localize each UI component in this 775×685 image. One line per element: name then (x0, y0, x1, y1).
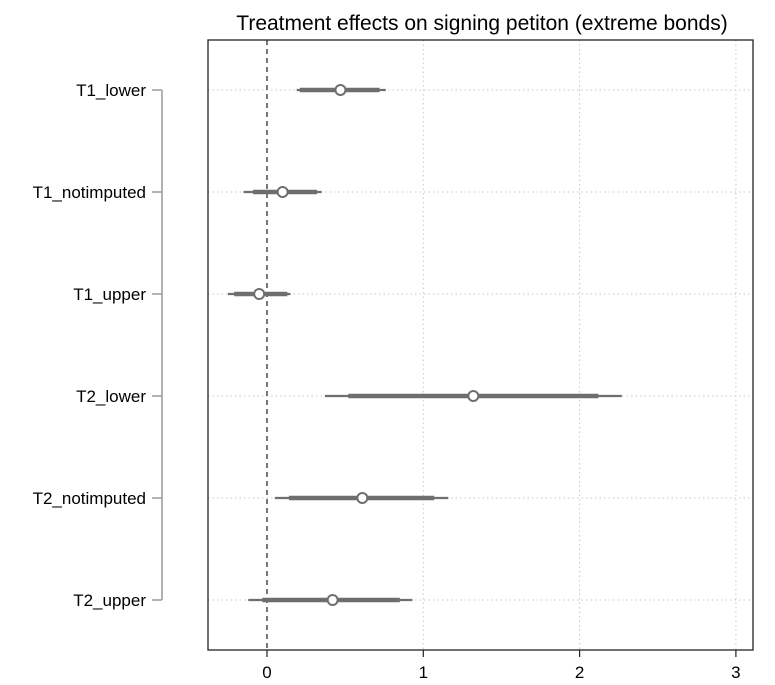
point-estimate-marker (356, 492, 369, 504)
point-estimate-marker (326, 594, 339, 606)
x-axis-ticks: 0 1 2 3 (262, 650, 741, 682)
x-tick-label: 2 (575, 663, 584, 682)
category-label: T1_upper (73, 285, 146, 304)
category-labels: T1_lower T1_notimputed T1_upper T2_lower T2_… (33, 81, 147, 610)
point-estimate-marker (276, 186, 289, 198)
grid-layer (208, 40, 753, 650)
category-label: T1_notimputed (33, 183, 146, 202)
plot-frame (207, 39, 754, 651)
category-label: T2_notimputed (33, 489, 146, 508)
x-tick-label: 1 (419, 663, 428, 682)
chart-title: Treatment effects on signing petiton (ex… (236, 12, 727, 35)
category-bracket (152, 89, 163, 601)
x-tick-label: 0 (262, 663, 271, 682)
category-label: T2_upper (73, 591, 146, 610)
point-estimate-marker (253, 288, 266, 300)
estimate-marks (227, 84, 622, 606)
point-estimate-marker (334, 84, 347, 96)
category-label: T2_lower (76, 387, 146, 406)
x-tick-label: 3 (731, 663, 740, 682)
category-label: T1_lower (76, 81, 146, 100)
point-estimate-marker (467, 390, 480, 402)
